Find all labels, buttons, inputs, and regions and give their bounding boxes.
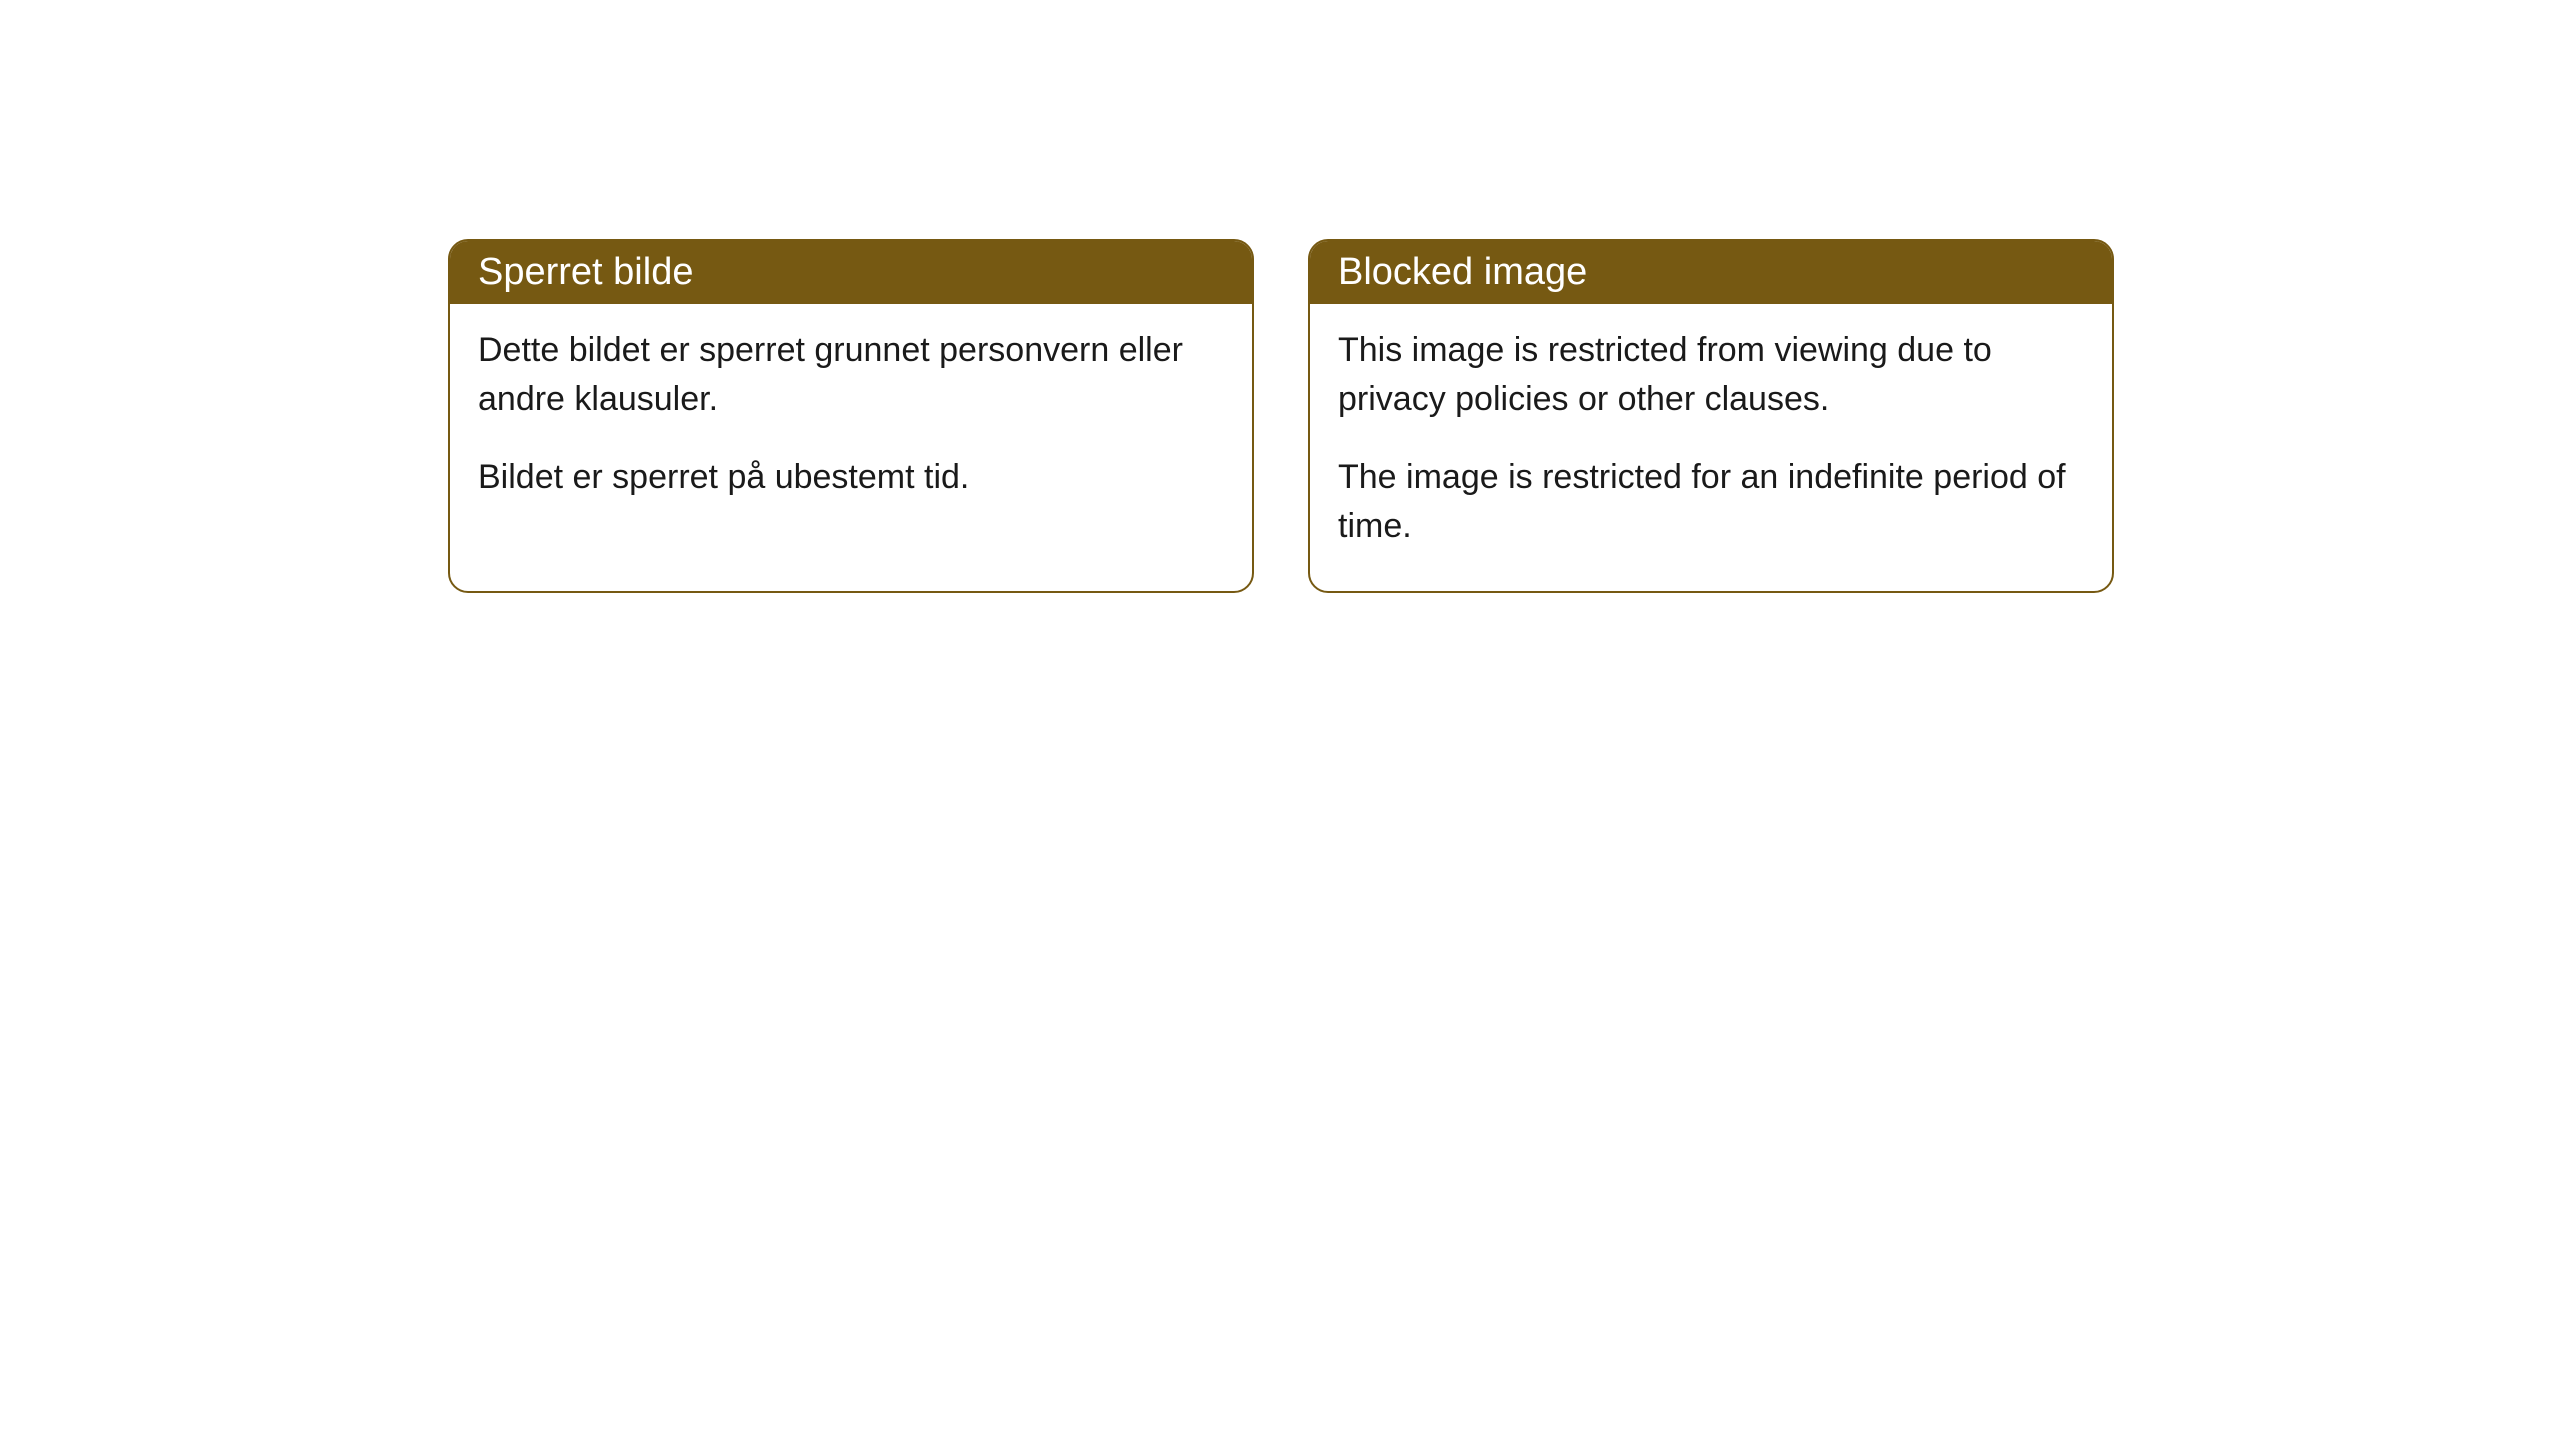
card-body-norwegian: Dette bildet er sperret grunnet personve… — [450, 304, 1252, 542]
card-header-norwegian: Sperret bilde — [450, 241, 1252, 304]
notice-cards-container: Sperret bilde Dette bildet er sperret gr… — [448, 239, 2114, 593]
notice-card-norwegian: Sperret bilde Dette bildet er sperret gr… — [448, 239, 1254, 593]
card-paragraph: The image is restricted for an indefinit… — [1338, 453, 2084, 552]
card-title-english: Blocked image — [1338, 251, 1587, 293]
card-body-english: This image is restricted from viewing du… — [1310, 304, 2112, 591]
card-title-norwegian: Sperret bilde — [478, 251, 693, 293]
notice-card-english: Blocked image This image is restricted f… — [1308, 239, 2114, 593]
card-paragraph: Dette bildet er sperret grunnet personve… — [478, 326, 1224, 425]
card-paragraph: This image is restricted from viewing du… — [1338, 326, 2084, 425]
card-paragraph: Bildet er sperret på ubestemt tid. — [478, 453, 1224, 502]
card-header-english: Blocked image — [1310, 241, 2112, 304]
